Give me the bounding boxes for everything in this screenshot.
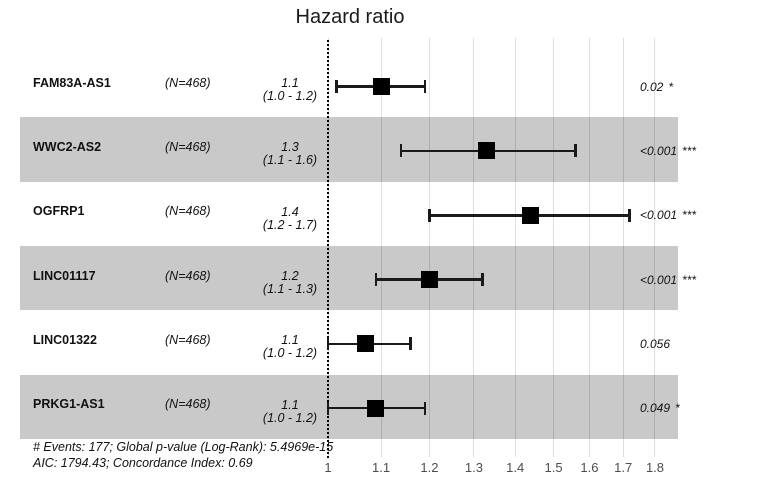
significance-stars: *** xyxy=(682,208,697,223)
estimate-value: 1.1 xyxy=(281,397,299,412)
grid-line xyxy=(514,38,516,457)
n-label: (N=468) xyxy=(165,75,211,90)
x-tick-label: 1.8 xyxy=(645,460,665,475)
n-label: (N=468) xyxy=(165,397,211,412)
hr-marker xyxy=(522,206,540,224)
ci-cap-low xyxy=(326,337,330,351)
grid-line xyxy=(473,38,475,457)
grid-line xyxy=(654,38,656,457)
n-label: (N=468) xyxy=(165,332,211,347)
x-tick-label: 1.7 xyxy=(614,460,633,475)
grid-line xyxy=(380,38,382,457)
gene-label: OGFRP1 xyxy=(33,204,85,219)
estimate-block: 1.4 (1.2 - 1.7) xyxy=(262,204,318,232)
gene-label: FAM83A-AS1 xyxy=(33,75,111,90)
ci-cap-low xyxy=(326,401,330,415)
x-tick-label: 1.4 xyxy=(506,460,525,475)
p-value-label: 0.02 * xyxy=(640,79,674,94)
ci-label: (1.1 - 1.6) xyxy=(262,153,318,168)
chart-title: Hazard ratio xyxy=(295,6,405,28)
x-tick-label: 1.1 xyxy=(371,460,391,475)
x-tick-label: 1.6 xyxy=(580,460,599,475)
estimate-value: 1.2 xyxy=(281,269,299,284)
x-tick-label: 1 xyxy=(324,460,332,475)
estimate-block: 1.2 (1.1 - 1.3) xyxy=(263,270,317,296)
ci-cap-high xyxy=(409,337,412,351)
ci-label: (1.2 - 1.7) xyxy=(262,217,318,232)
estimate-value: 1.3 xyxy=(281,140,299,155)
grid-line xyxy=(553,38,555,457)
row-band xyxy=(20,117,678,182)
hr-marker xyxy=(372,78,390,96)
ci-cap-high xyxy=(574,144,577,158)
x-tick-label: 1.2 xyxy=(420,460,439,475)
footer-stats-line1: # Events: 177; Global p-value (Log-Rank)… xyxy=(33,440,334,454)
reference-line xyxy=(327,40,329,458)
n-label: (N=468) xyxy=(165,204,211,219)
hr-marker xyxy=(420,271,438,289)
estimate-block: 1.1 (1.0 - 1.2) xyxy=(263,77,317,103)
ci-cap-high xyxy=(423,80,427,94)
ci-label: (1.0 - 1.2) xyxy=(262,346,318,361)
ci-cap-low xyxy=(399,144,403,158)
grid-line xyxy=(622,38,624,457)
significance-stars: *** xyxy=(682,143,697,158)
significance-stars: * xyxy=(675,401,680,416)
hr-marker xyxy=(478,142,496,160)
ci-cap-high xyxy=(628,208,631,222)
p-value-label: 0.049 * xyxy=(640,401,680,416)
gene-label: LINC01322 xyxy=(33,332,97,347)
hr-marker xyxy=(367,399,385,417)
x-tick-label: 1.5 xyxy=(544,460,563,475)
n-label: (N=468) xyxy=(165,268,211,283)
estimate-value: 1.4 xyxy=(281,204,299,219)
x-tick-label: 1.3 xyxy=(464,460,483,475)
estimate-block: 1.3 (1.1 - 1.6) xyxy=(263,141,317,167)
significance-stars: *** xyxy=(682,272,697,287)
grid-line xyxy=(588,38,590,457)
ci-cap-low xyxy=(335,80,338,94)
estimate-value: 1.1 xyxy=(281,333,299,348)
ci-cap-low xyxy=(428,208,431,222)
p-value-label: 0.056 xyxy=(640,336,671,351)
ci-label: (1.0 - 1.2) xyxy=(262,89,318,104)
ci-cap-high xyxy=(423,401,427,415)
estimate-block: 1.1 (1.0 - 1.2) xyxy=(263,334,317,360)
ci-cap-low xyxy=(374,273,378,287)
row-band xyxy=(20,245,678,311)
row-band xyxy=(20,374,678,439)
hr-marker xyxy=(357,335,375,353)
estimate-value: 1.1 xyxy=(281,76,299,91)
grid-line xyxy=(428,38,430,457)
n-label: (N=468) xyxy=(165,139,211,154)
estimate-block: 1.1 (1.0 - 1.2) xyxy=(262,397,318,425)
p-value-label: <0.001 *** xyxy=(640,143,697,158)
p-value-label: <0.001 *** xyxy=(640,272,697,287)
ci-label: (1.0 - 1.2) xyxy=(262,410,318,425)
footer-stats-line2: AIC: 1794.43; Concordance Index: 0.69 xyxy=(33,456,253,470)
gene-label: LINC01117 xyxy=(33,268,96,283)
gene-label: PRKG1-AS1 xyxy=(33,397,105,412)
ci-label: (1.1 - 1.3) xyxy=(262,282,318,297)
p-value-label: <0.001 *** xyxy=(640,208,697,223)
significance-stars: * xyxy=(668,79,674,94)
gene-label: WWC2-AS2 xyxy=(33,139,102,154)
ci-cap-high xyxy=(481,273,484,287)
